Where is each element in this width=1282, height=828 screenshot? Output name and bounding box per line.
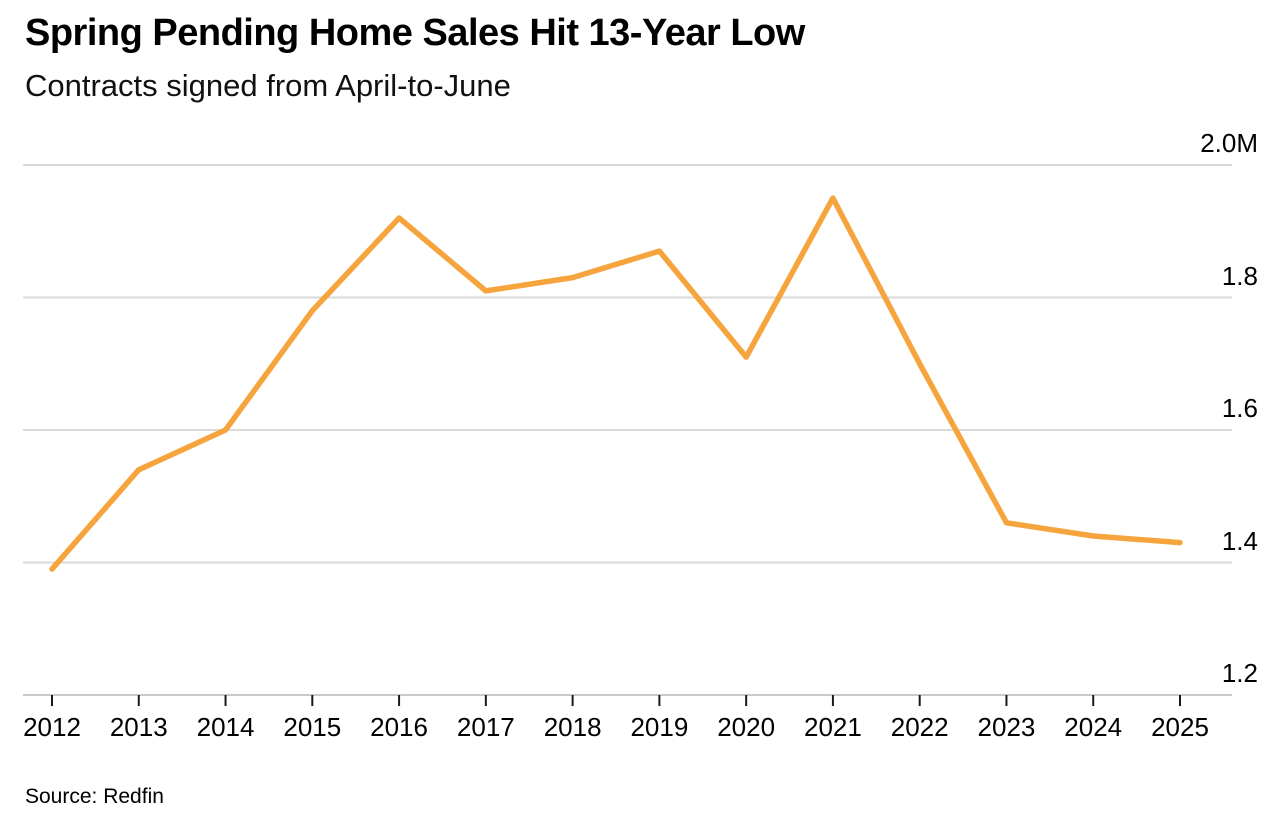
y-axis-tick-label: 1.2	[1221, 658, 1258, 688]
x-axis-tick-label: 2012	[23, 712, 81, 742]
x-axis-tick-label: 2021	[804, 712, 862, 742]
x-axis-tick-label: 2020	[717, 712, 776, 742]
x-axis-tick-label: 2014	[196, 712, 255, 742]
source-note: Source: Redfin	[25, 785, 164, 808]
y-axis-tick-label: 1.8	[1221, 260, 1258, 291]
y-axis-tick-label: 2.0M	[1200, 128, 1258, 158]
chart-subtitle: Contracts signed from April-to-June	[25, 68, 511, 103]
chart-title: Spring Pending Home Sales Hit 13-Year Lo…	[25, 12, 805, 54]
x-axis-tick-label: 2023	[977, 712, 1036, 742]
x-axis-tick-label: 2019	[630, 712, 689, 742]
y-axis-tick-label: 1.4	[1221, 525, 1258, 556]
y-axis-tick-label: 1.6	[1221, 393, 1258, 423]
sales-trend-line	[49, 195, 1183, 572]
x-axis-tick-label: 2022	[890, 712, 949, 742]
x-axis-tick-label: 2025	[1151, 712, 1209, 742]
x-axis-tick-label: 2016	[370, 712, 428, 742]
x-axis-tick-label: 2015	[283, 712, 342, 742]
x-axis-tick-label: 2024	[1064, 712, 1123, 742]
x-axis-tick-label: 2017	[456, 712, 515, 742]
x-axis-tick-label: 2013	[109, 712, 168, 742]
x-axis-tick-label: 2018	[543, 712, 602, 742]
